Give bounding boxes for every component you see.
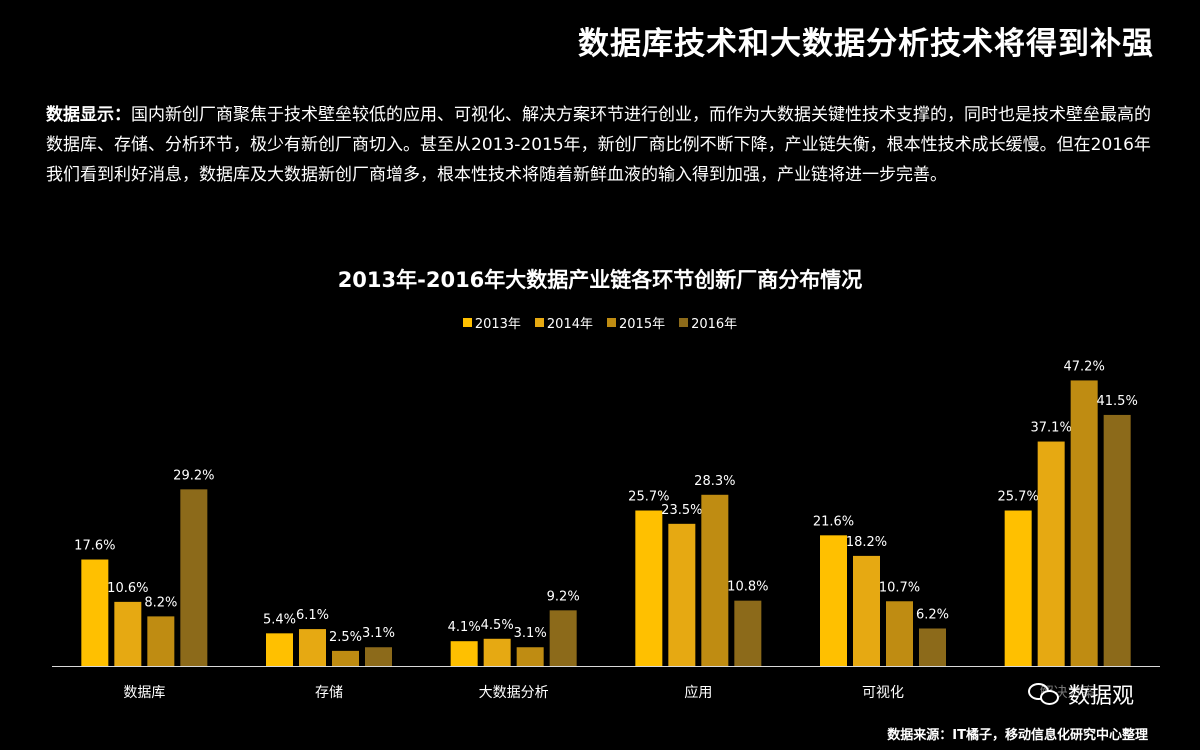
category-label: 存储 [315,685,343,701]
category-label: 可视化 [862,685,904,701]
legend-item: 2015年 [607,313,665,332]
bar [266,633,293,666]
data-label: 6.2% [916,607,949,622]
bar [332,650,359,666]
data-label: 28.3% [694,474,735,489]
chart-legend: 2013年 2014年 2015年 2016年 [0,313,1200,332]
bar [1037,441,1065,666]
legend-item: 2016年 [679,313,737,332]
bar [147,616,175,666]
bar [668,523,696,666]
data-label: 21.6% [813,514,854,529]
bar [820,535,847,666]
page-title: 数据库技术和大数据分析技术将得到补强 [578,26,1154,62]
data-label: 37.1% [1031,421,1072,436]
watermark: 数据观 [1022,676,1141,712]
legend-label: 2014年 [546,317,593,332]
legend-swatch [534,318,544,327]
data-label: 25.7% [628,490,669,505]
intro-paragraph: 数据显示：国内新创厂商聚焦于技术壁垒较低的应用、可视化、解决方案环节进行创业，而… [46,100,1156,190]
bar [1004,510,1032,666]
data-label: 23.5% [661,503,702,518]
data-label: 18.2% [846,535,887,550]
data-label: 10.6% [107,581,148,596]
category-label: 应用 [684,684,712,701]
data-label: 8.2% [144,595,177,610]
data-label: 4.5% [481,618,514,633]
data-label: 47.2% [1064,359,1105,374]
legend-item: 2014年 [534,313,593,332]
bar [450,641,478,666]
bar [1070,380,1098,666]
bar [483,638,511,666]
data-label: 2.5% [329,630,362,645]
legend-label: 2015年 [619,317,666,332]
bar [180,489,208,666]
data-label: 6.1% [296,608,329,623]
source-note: 数据来源：IT橘子，移动信息化研究中心整理 [887,728,1148,743]
data-label: 5.4% [263,612,296,627]
bar [734,600,762,666]
data-label: 41.5% [1097,394,1138,409]
data-label: 3.1% [514,626,547,641]
bar [549,610,577,666]
bar [701,494,729,666]
legend-swatch [607,318,616,327]
data-label: 4.1% [448,620,481,635]
data-label: 10.7% [879,580,920,595]
bar [1103,414,1131,666]
category-label: 大数据分析 [479,685,549,701]
bar [919,628,946,666]
intro-lead: 数据显示： [46,105,131,125]
legend-swatch [679,318,689,327]
bar [114,601,142,666]
data-label: 29.2% [173,468,214,483]
bar [81,559,109,666]
intro-text: 国内新创厂商聚焦于技术壁垒较低的应用、可视化、解决方案环节进行创业，而作为大数据… [46,105,1151,185]
bar [635,510,663,666]
category-label: 数据库 [123,685,165,701]
data-label: 3.1% [362,626,395,641]
data-label: 17.6% [74,539,115,554]
bar [516,647,544,666]
wechat-icon [1028,681,1062,707]
bar [299,629,326,666]
chart-title: 2013年-2016年大数据产业链各环节创新厂商分布情况 [337,268,863,292]
data-label: 9.2% [547,589,580,604]
legend-swatch [462,318,472,327]
legend-label: 2016年 [691,317,738,332]
bar [886,601,913,666]
watermark-text: 数据观 [1068,684,1135,709]
data-label: 25.7% [998,490,1039,505]
data-label: 10.8% [727,580,768,595]
legend-label: 2013年 [474,317,521,332]
bar [365,647,392,666]
legend-item: 2013年 [462,313,521,332]
bar [853,555,880,666]
